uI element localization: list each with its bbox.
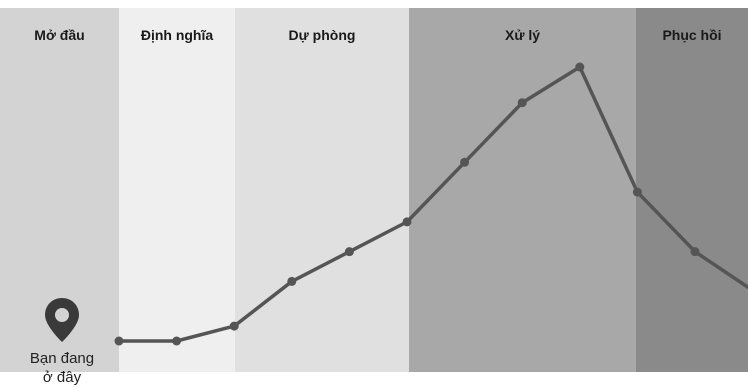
location-pin-icon [45,298,79,342]
data-point-2 [229,321,239,331]
series-line [119,65,748,343]
phase-label-dinh-nghia: Định nghĩa [140,27,214,43]
phase-label-xu-ly: Xử lý [504,27,541,43]
phase-label-mo-dau: Mở đầu [34,27,85,43]
data-point-10 [690,247,700,257]
data-point-5 [402,217,412,227]
data-point-6 [460,157,470,167]
phase-label-du-phong: Dự phòng [288,27,356,43]
phase-label-phuc-hoi: Phục hồi [662,27,722,43]
data-point-7 [517,98,527,108]
you-are-here-line1: Bạn đang [29,350,95,367]
data-point-1 [172,336,182,346]
phase-band-dinh-nghia [119,8,235,372]
data-point-0 [114,336,124,346]
you-are-here-line2: ở đây [42,369,82,386]
data-point-4 [344,247,354,257]
data-point-9 [632,187,642,197]
phase-band-du-phong [235,8,409,372]
data-point-3 [287,276,297,286]
phase-band-xu-ly [409,8,636,372]
data-point-8 [575,62,585,72]
phase-band-phuc-hoi [636,8,748,372]
